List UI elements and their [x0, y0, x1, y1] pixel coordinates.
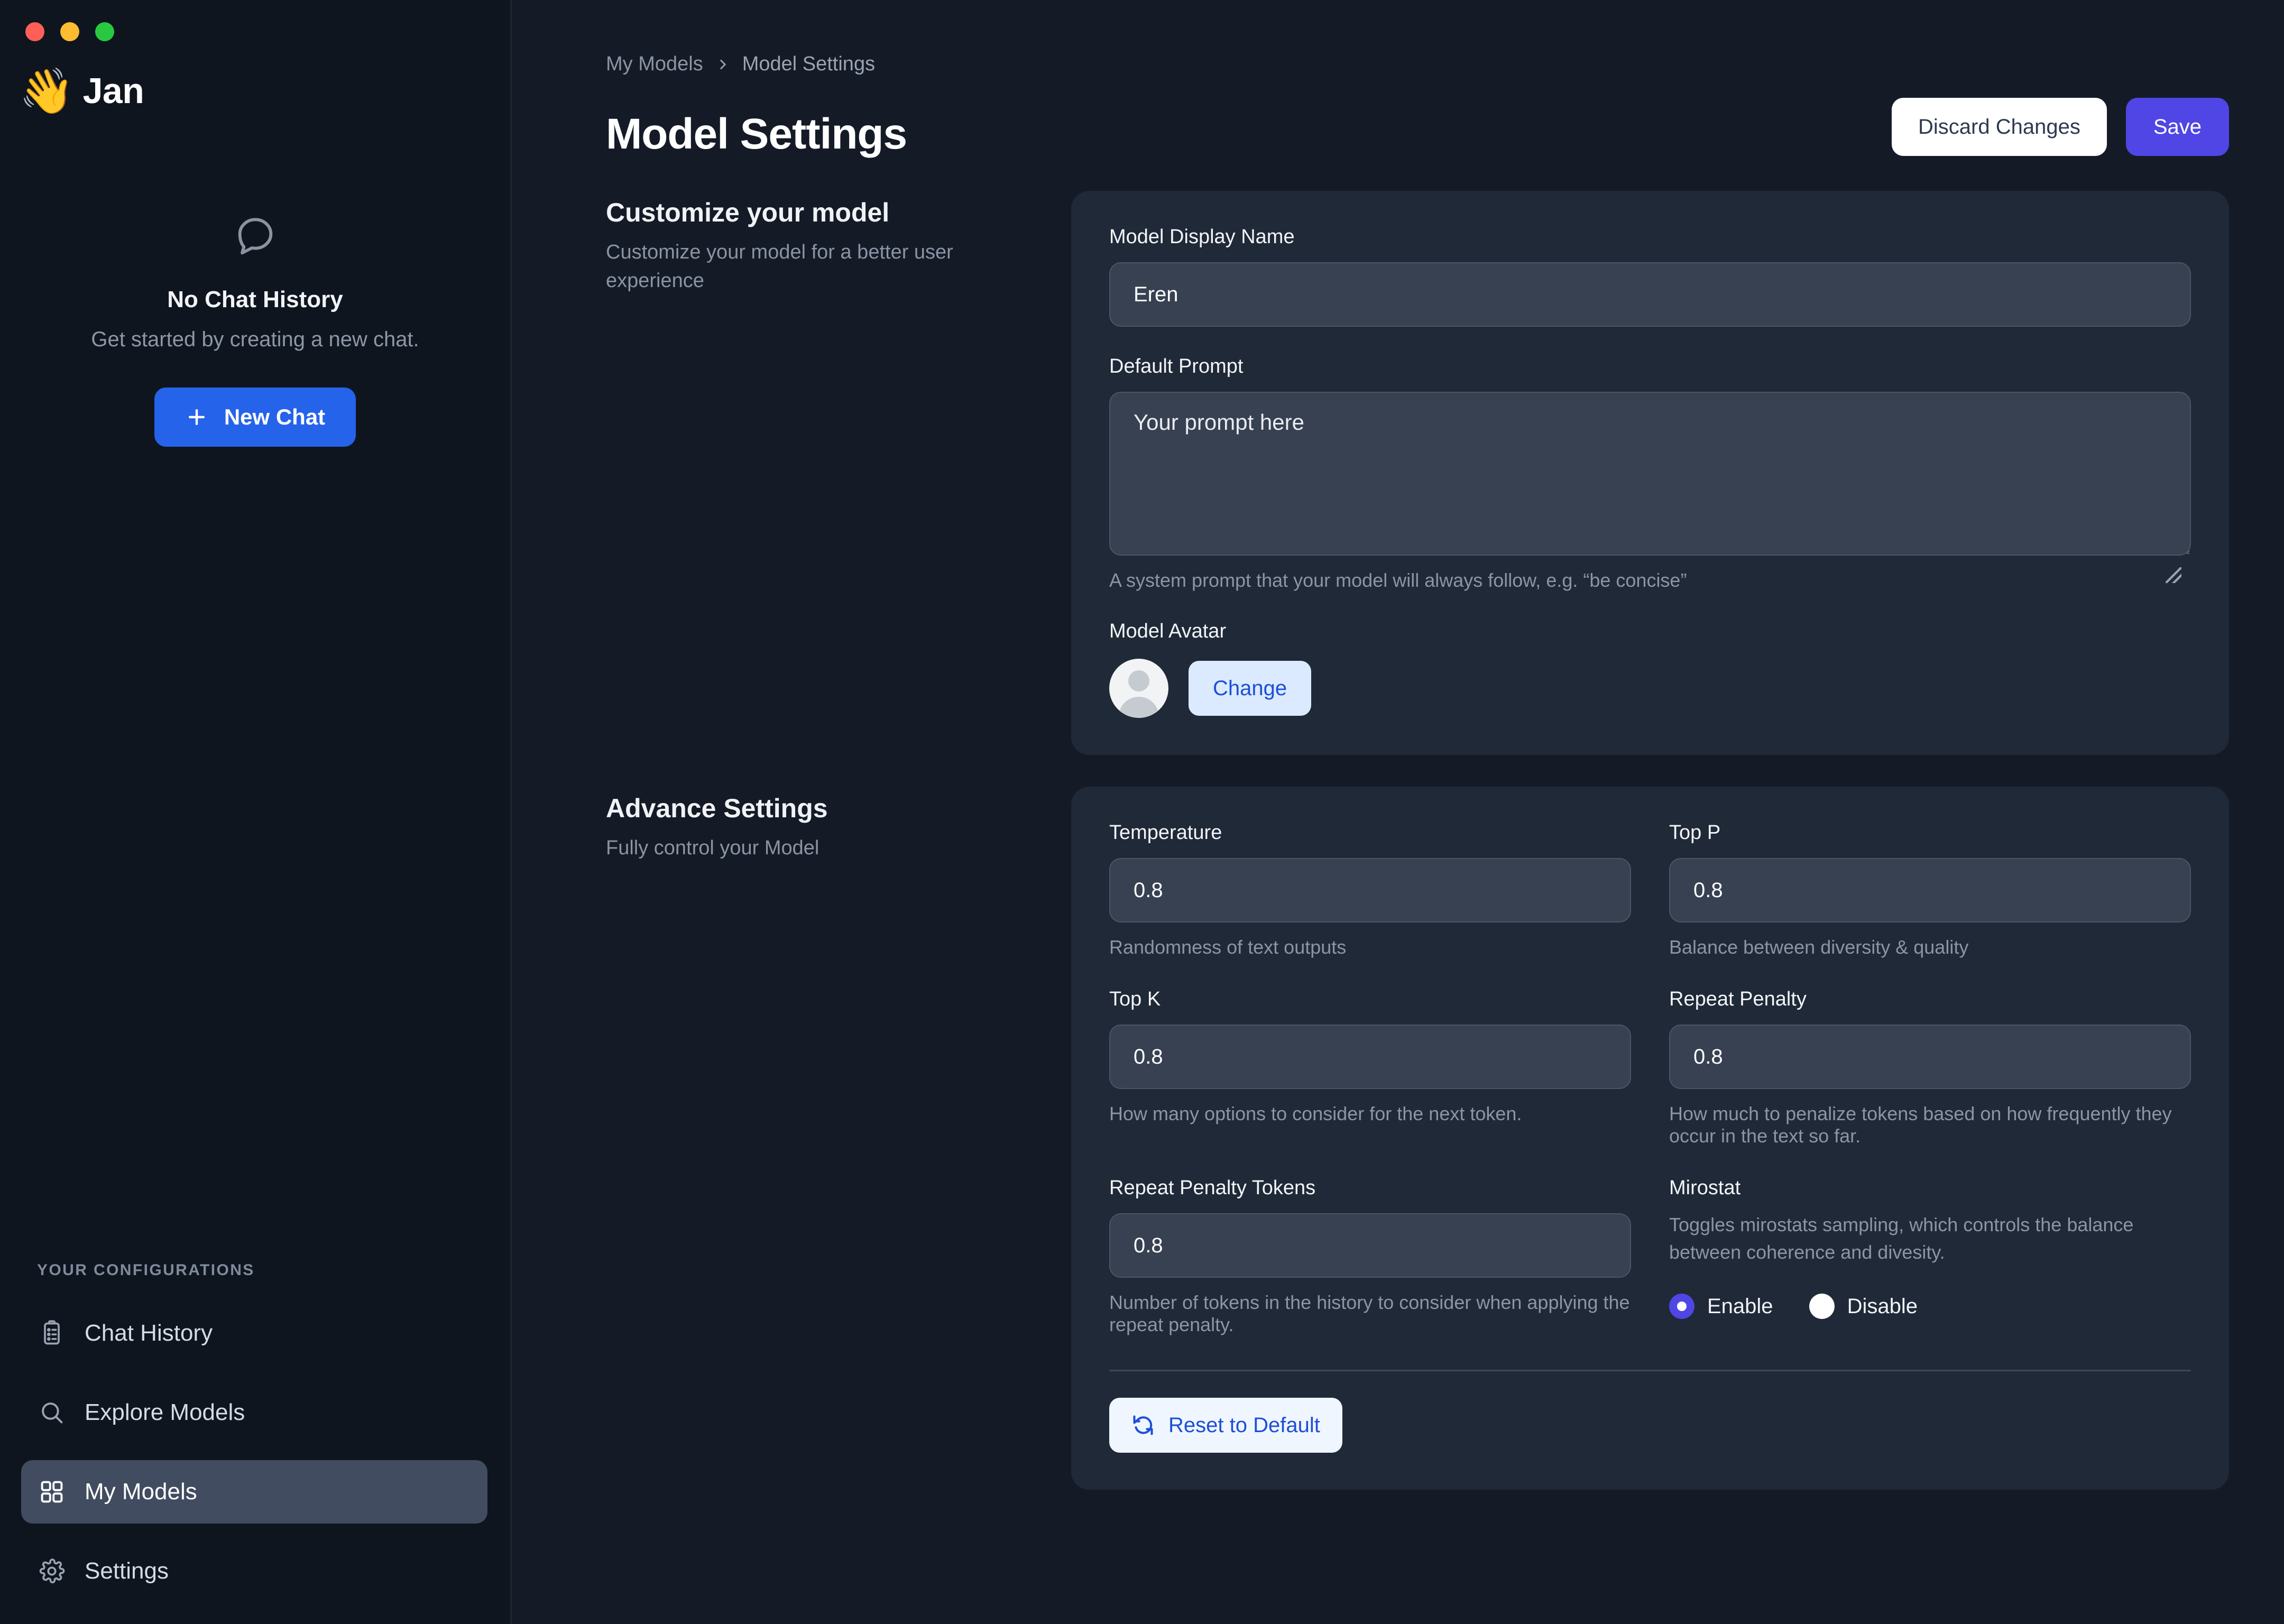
model-display-name-input[interactable]: [1109, 262, 2191, 327]
repeat-penalty-hint: How much to penalize tokens based on how…: [1669, 1103, 2172, 1147]
default-prompt-field: Default Prompt A system prompt that your…: [1109, 355, 2191, 592]
plus-icon: [188, 409, 205, 426]
default-prompt-hint: A system prompt that your model will alw…: [1109, 569, 1687, 591]
top-p-label: Top P: [1669, 822, 1721, 844]
brand-name: Jan: [82, 71, 144, 111]
header-actions: Discard Changes Save: [1892, 98, 2229, 159]
top-k-label: Top K: [1109, 988, 1161, 1010]
sidebar: 👋 Jan No Chat History Get started by cre…: [0, 0, 512, 1624]
change-avatar-button[interactable]: Change: [1189, 661, 1312, 716]
configurations-nav: YOUR CONFIGURATIONS Chat History Explore…: [0, 1261, 509, 1603]
sidebar-item-chat-history[interactable]: Chat History: [21, 1302, 487, 1365]
reset-to-default-label: Reset to Default: [1168, 1413, 1320, 1437]
configurations-heading: YOUR CONFIGURATIONS: [37, 1261, 255, 1279]
sidebar-item-explore-models[interactable]: Explore Models: [21, 1381, 487, 1444]
user-avatar-icon: [1109, 659, 1168, 718]
grid-icon: [41, 1481, 63, 1503]
main-content: My Models Model Settings Model Settings …: [512, 0, 2284, 1624]
new-chat-button[interactable]: New Chat: [154, 387, 356, 447]
repeat-penalty-tokens-hint: Number of tokens in the history to consi…: [1109, 1291, 1630, 1335]
search-icon: [42, 1402, 63, 1424]
maximize-window-button[interactable]: [95, 22, 114, 41]
advance-card: Temperature Randomness of text outputs T…: [1071, 787, 2229, 1490]
sidebar-item-settings[interactable]: Settings: [21, 1539, 487, 1603]
model-avatar-field: Model Avatar Change: [1109, 620, 2191, 718]
save-button[interactable]: Save: [2125, 98, 2229, 156]
close-window-button[interactable]: [25, 22, 44, 41]
repeat-penalty-tokens-field: Repeat Penalty Tokens Number of tokens i…: [1109, 1177, 1631, 1365]
customize-section: Customize your model Customize your mode…: [606, 191, 2229, 755]
mirostat-field: Mirostat Toggles mirostats sampling, whi…: [1669, 1177, 2191, 1365]
page-header: Model Settings Discard Changes Save: [606, 98, 2229, 159]
sidebar-item-my-models[interactable]: My Models: [21, 1460, 487, 1524]
window-controls: [0, 0, 510, 41]
chat-history-empty-state: No Chat History Get started by creating …: [0, 214, 510, 447]
sidebar-item-label: My Models: [85, 1479, 197, 1505]
mirostat-disable-option[interactable]: Disable: [1809, 1294, 1918, 1320]
top-k-hint: How many options to consider for the nex…: [1109, 1103, 1522, 1124]
breadcrumb-current: Model Settings: [742, 53, 876, 75]
repeat-penalty-tokens-input[interactable]: [1109, 1213, 1631, 1278]
empty-state-subtitle: Get started by creating a new chat.: [91, 328, 419, 351]
new-chat-label: New Chat: [224, 404, 326, 429]
mirostat-enable-option[interactable]: Enable: [1669, 1294, 1773, 1320]
top-k-field: Top K How many options to consider for t…: [1109, 988, 1631, 1177]
repeat-penalty-label: Repeat Penalty: [1669, 988, 1807, 1010]
mirostat-label: Mirostat: [1669, 1177, 1741, 1199]
gear-icon: [39, 1558, 65, 1584]
sidebar-item-label: Chat History: [85, 1320, 213, 1346]
minimize-window-button[interactable]: [60, 22, 79, 41]
customize-card: Model Display Name Default Prompt A syst…: [1071, 191, 2229, 755]
clipboard-list-icon: [44, 1320, 60, 1345]
chat-bubble-icon: [238, 218, 272, 255]
advance-section: Advance Settings Fully control your Mode…: [606, 787, 2229, 1490]
repeat-penalty-field: Repeat Penalty How much to penalize toke…: [1669, 988, 2191, 1177]
card-divider: [1109, 1370, 2191, 1371]
default-prompt-label: Default Prompt: [1109, 355, 1244, 377]
customize-section-info: Customize your model Customize your mode…: [606, 191, 1071, 755]
temperature-label: Temperature: [1109, 822, 1222, 844]
mirostat-radio-group: Enable Disable: [1669, 1294, 2191, 1320]
page-title: Model Settings: [606, 110, 907, 158]
repeat-penalty-input[interactable]: [1669, 1025, 2191, 1089]
temperature-field: Temperature Randomness of text outputs: [1109, 822, 1631, 988]
customize-heading: Customize your model: [606, 198, 890, 227]
radio-unchecked-icon[interactable]: [1809, 1294, 1835, 1320]
advance-params-grid: Temperature Randomness of text outputs T…: [1109, 822, 2191, 1365]
sidebar-item-label: Settings: [85, 1558, 169, 1584]
brand: 👋 Jan: [0, 41, 510, 113]
breadcrumb-parent[interactable]: My Models: [606, 53, 703, 75]
avatar-row: Change: [1109, 659, 2191, 718]
model-display-name-label: Model Display Name: [1109, 226, 1295, 248]
advance-heading: Advance Settings: [606, 793, 828, 823]
top-k-input[interactable]: [1109, 1025, 1631, 1089]
mirostat-disable-label: Disable: [1847, 1294, 1918, 1318]
refresh-icon: [1133, 1415, 1153, 1435]
model-display-name-field: Model Display Name: [1109, 226, 2191, 327]
chevron-right-icon: [720, 59, 726, 69]
top-p-input[interactable]: [1669, 858, 2191, 922]
discard-changes-button[interactable]: Discard Changes: [1892, 98, 2107, 156]
customize-description: Customize your model for a better user e…: [606, 241, 953, 292]
empty-state-title: No Chat History: [167, 287, 343, 312]
breadcrumb: My Models Model Settings: [606, 53, 2229, 76]
advance-section-info: Advance Settings Fully control your Mode…: [606, 787, 1071, 1490]
reset-to-default-button[interactable]: Reset to Default: [1109, 1398, 1342, 1453]
temperature-input[interactable]: [1109, 858, 1631, 922]
mirostat-enable-label: Enable: [1707, 1294, 1773, 1318]
repeat-penalty-tokens-label: Repeat Penalty Tokens: [1109, 1177, 1316, 1199]
model-avatar-label: Model Avatar: [1109, 620, 1227, 642]
waving-hand-icon: 👋: [19, 66, 75, 116]
top-p-hint: Balance between diversity & quality: [1669, 936, 1969, 958]
temperature-hint: Randomness of text outputs: [1109, 936, 1347, 958]
sidebar-item-label: Explore Models: [85, 1399, 245, 1425]
advance-description: Fully control your Model: [606, 837, 819, 859]
default-prompt-textarea[interactable]: [1109, 392, 2191, 556]
mirostat-description: Toggles mirostats sampling, which contro…: [1669, 1214, 2134, 1263]
radio-checked-icon[interactable]: [1669, 1294, 1694, 1320]
top-p-field: Top P Balance between diversity & qualit…: [1669, 822, 2191, 988]
